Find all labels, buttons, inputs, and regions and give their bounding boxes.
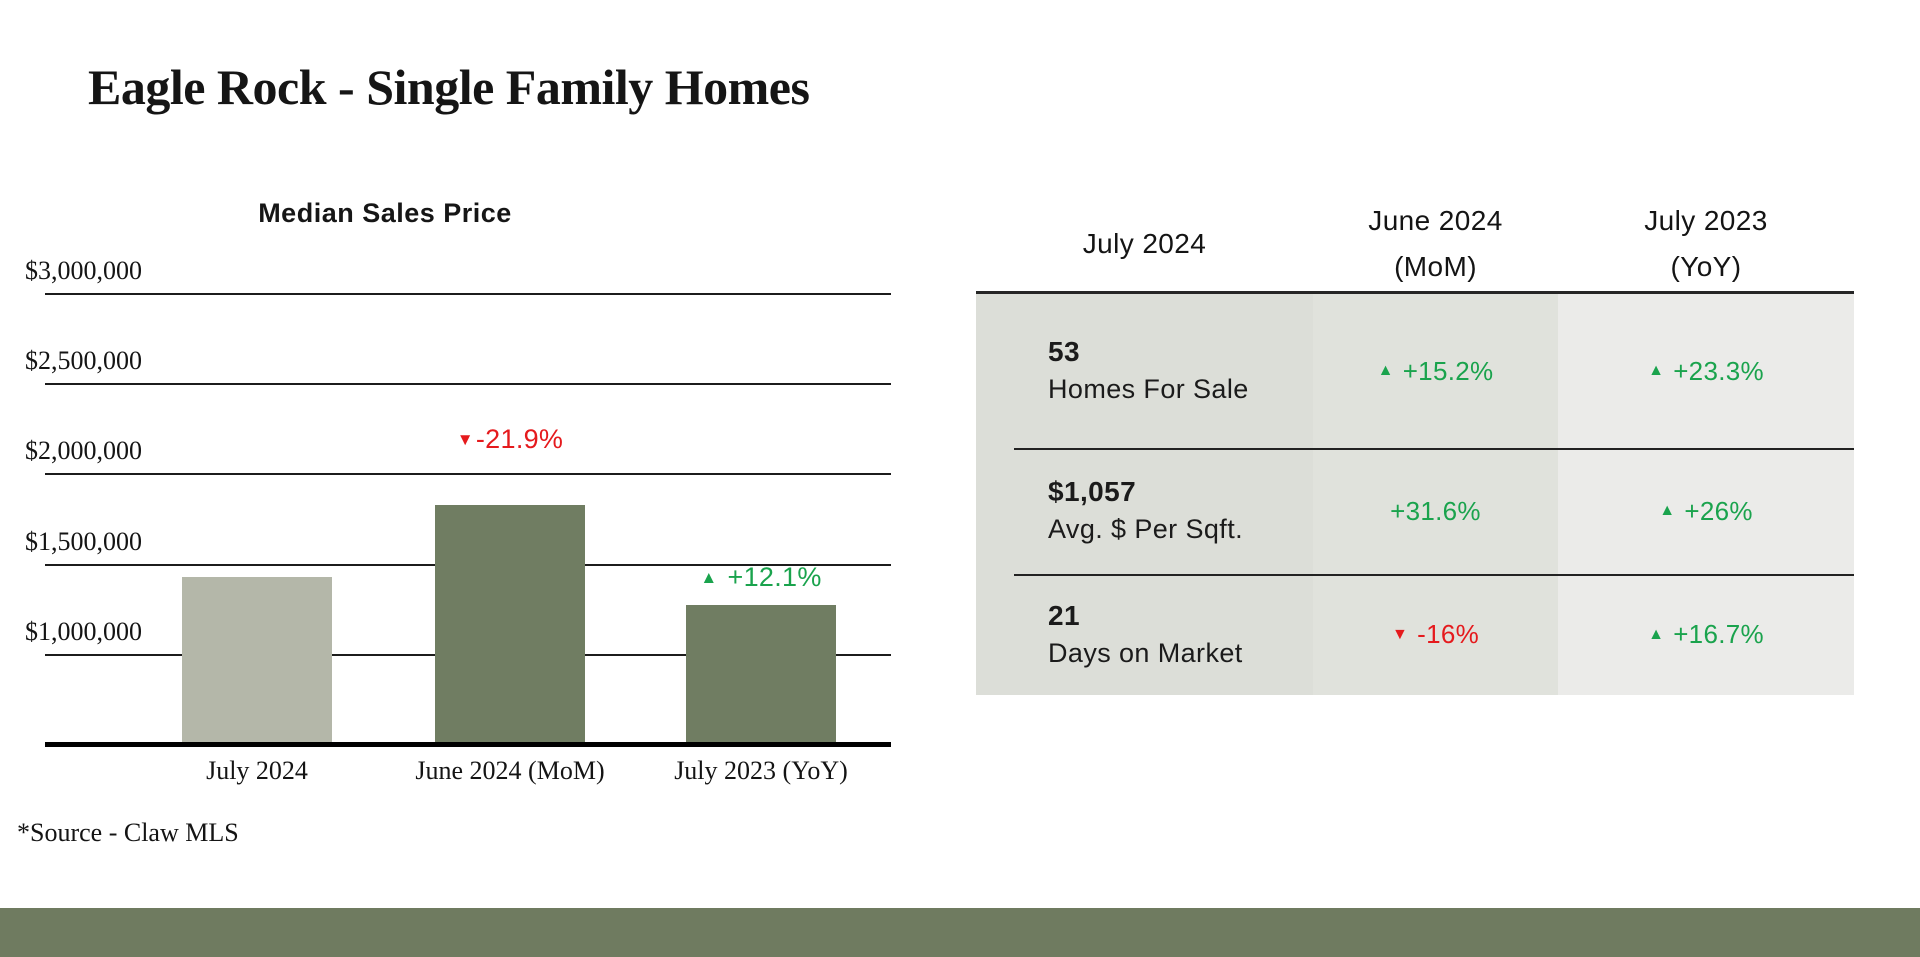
- stat-value: $1,057: [1048, 476, 1137, 507]
- percent-change: ▲ +15.2%: [1378, 356, 1494, 387]
- x-axis-line: [45, 742, 891, 747]
- chart-title: Median Sales Price: [258, 198, 512, 228]
- down-triangle-icon: ▼: [456, 430, 474, 450]
- page-title: Eagle Rock - Single Family Homes: [88, 59, 810, 115]
- percent-text: +26%: [1684, 495, 1753, 526]
- percent-cell: +31.6%: [1313, 448, 1558, 574]
- percent-change: ▲ +23.3%: [1648, 356, 1764, 387]
- down-triangle-icon: ▼: [1391, 625, 1409, 643]
- y-gridline: [45, 293, 891, 295]
- percent-cell: ▲ +15.2%: [1313, 294, 1558, 448]
- table-row-separator: [1014, 574, 1854, 576]
- y-axis-tick-label: $1,000,000: [25, 616, 142, 646]
- header-line-1: July 2024: [1082, 227, 1207, 259]
- percent-text: -16%: [1417, 619, 1480, 649]
- stat-value: 53: [1048, 336, 1080, 367]
- annotation-text: -21.9%: [475, 424, 564, 455]
- bar-july-2024: [182, 577, 332, 744]
- x-axis-category-label: July 2024: [206, 756, 308, 785]
- percent-text: +31.6%: [1390, 495, 1481, 526]
- up-triangle-icon: ▲: [1648, 362, 1665, 379]
- stat-cell: 53 Homes For Sale: [976, 294, 1313, 448]
- stat-label: Homes For Sale: [1048, 374, 1249, 404]
- stat-label: Days on Market: [1048, 637, 1243, 668]
- source-note: *Source - Claw MLS: [17, 818, 239, 847]
- table-header-row: July 2024 June 2024 (MoM) July 2023 (YoY): [976, 196, 1854, 291]
- percent-change: +31.6%: [1390, 496, 1481, 527]
- table-body: 53 Homes For Sale ▲ +15.2% ▲ +23.3% $1,057 Avg.…: [976, 294, 1854, 695]
- y-axis-tick-label: $2,500,000: [25, 346, 142, 376]
- stat-value: 21: [1048, 599, 1080, 631]
- stat-label: Avg. $ Per Sqft.: [1048, 514, 1244, 544]
- x-axis-category-label: July 2023 (YoY): [674, 756, 848, 785]
- table-header-col-3: July 2023 (YoY): [1558, 196, 1854, 291]
- y-axis-tick-label: $3,000,000: [25, 256, 142, 285]
- stat-cell: $1,057 Avg. $ Per Sqft.: [976, 448, 1313, 574]
- table-row-separator: [1014, 448, 1854, 450]
- percent-cell: ▲ +23.3%: [1558, 294, 1854, 448]
- y-axis-tick-label: $1,500,000: [25, 526, 142, 556]
- percent-change: ▲ +26%: [1659, 496, 1753, 527]
- table-header-col-2: June 2024 (MoM): [1313, 196, 1558, 291]
- percent-cell: ▲ +26%: [1558, 448, 1854, 574]
- y-gridline: [45, 473, 891, 476]
- header-line-1: June 2024: [1368, 204, 1503, 236]
- up-triangle-icon: ▲: [1648, 625, 1665, 643]
- percent-change: ▼ -16%: [1392, 619, 1479, 650]
- table-top-border: [976, 291, 1854, 294]
- percent-text: +23.3%: [1673, 355, 1764, 386]
- percent-text: +15.2%: [1402, 355, 1494, 386]
- bar-june-2024-mom-: [435, 504, 585, 744]
- up-triangle-icon: ▲: [1659, 502, 1676, 519]
- y-gridline: [45, 383, 891, 386]
- table-header-col-1: July 2024: [976, 196, 1313, 291]
- percent-change: ▲ +16.7%: [1648, 619, 1764, 650]
- header-line-1: July 2023: [1644, 204, 1768, 236]
- x-axis-category-label: June 2024 (MoM): [415, 756, 605, 785]
- header-line-2: (YoY): [1670, 250, 1742, 282]
- bar-july-2023-yoy-: [686, 604, 836, 744]
- change-annotation: ▲ +12.1%: [621, 561, 901, 595]
- footer-band: [0, 908, 1920, 957]
- annotation-text: +12.1%: [727, 562, 822, 593]
- percent-cell: ▲ +16.7%: [1558, 574, 1854, 695]
- percent-text: +16.7%: [1673, 619, 1764, 649]
- up-triangle-icon: ▲: [700, 568, 718, 588]
- header-line-2: (MoM): [1394, 250, 1477, 282]
- change-annotation: ▼ -21.9%: [370, 423, 650, 457]
- y-axis-tick-label: $2,000,000: [25, 436, 142, 466]
- percent-cell: ▼ -16%: [1313, 574, 1558, 695]
- up-triangle-icon: ▲: [1377, 362, 1394, 379]
- stat-cell: 21 Days on Market: [976, 574, 1313, 695]
